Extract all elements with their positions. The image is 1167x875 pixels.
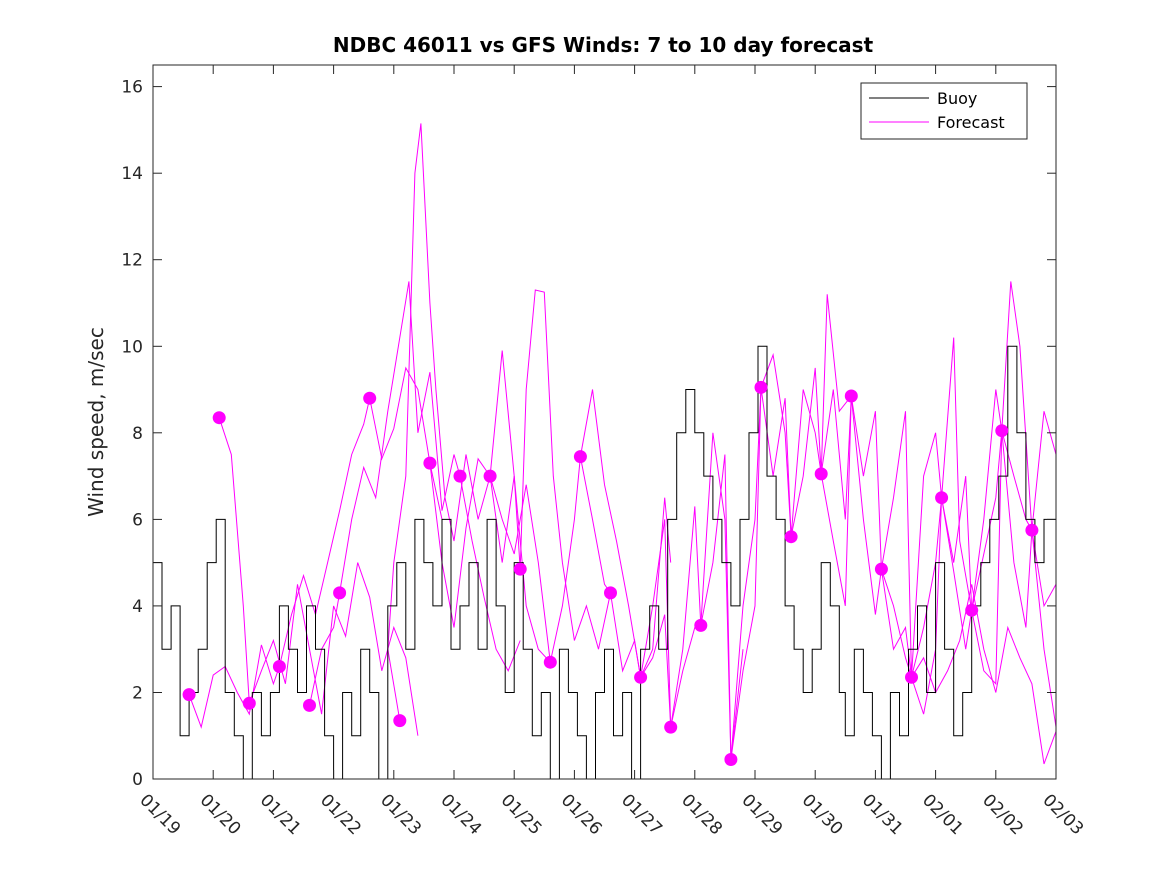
forecast-dot-16 <box>664 720 678 734</box>
forecast-trace-2 <box>309 281 521 706</box>
forecast-dot-8 <box>423 456 437 470</box>
forecast-dot-15 <box>634 670 648 684</box>
forecast-dot-22 <box>844 389 858 403</box>
series-group <box>153 123 1057 780</box>
chart-title: NDBC 46011 vs GFS Winds: 7 to 10 day for… <box>333 33 874 57</box>
forecast-dot-10 <box>483 469 497 483</box>
forecast-dot-25 <box>935 491 949 505</box>
y-tick-label-3: 6 <box>132 510 143 530</box>
y-tick-label-2: 4 <box>132 597 143 617</box>
y-tick-label-0: 0 <box>132 770 143 790</box>
forecast-dot-20 <box>784 530 798 544</box>
forecast-dot-1 <box>212 411 226 425</box>
forecast-dot-4 <box>303 698 316 712</box>
y-tick-label-4: 8 <box>132 424 143 444</box>
legend-buoy-label: Buoy <box>937 89 977 108</box>
forecast-trace-11 <box>941 430 1057 728</box>
y-tick-label-7: 14 <box>121 164 143 184</box>
forecast-dot-28 <box>1025 523 1039 537</box>
forecast-dot-23 <box>874 562 888 576</box>
forecast-dot-11 <box>513 562 527 576</box>
forecast-dot-7 <box>393 714 407 728</box>
forecast-trace-4 <box>429 289 611 650</box>
forecast-trace-0 <box>218 417 419 736</box>
y-axis-label: Wind speed, m/sec <box>84 327 108 517</box>
y-tick-label-6: 12 <box>121 251 143 271</box>
axes-box <box>152 64 1057 780</box>
forecast-dot-6 <box>363 391 377 405</box>
ticks <box>152 65 1057 780</box>
forecast-dot-21 <box>814 467 828 481</box>
forecast-dot-12 <box>543 655 557 669</box>
forecast-dot-19 <box>754 380 768 394</box>
forecast-dot-9 <box>453 469 467 483</box>
forecast-dot-3 <box>272 660 286 673</box>
forecast-dot-0 <box>182 688 196 702</box>
legend: Buoy Forecast <box>860 82 1028 140</box>
legend-forecast-label: Forecast <box>937 113 1005 132</box>
y-tick-label-5: 10 <box>121 337 143 357</box>
y-tick-label-1: 2 <box>132 684 143 704</box>
buoy-series <box>153 345 1056 780</box>
forecast-dot-13 <box>573 450 587 464</box>
forecast-dot-17 <box>694 618 708 632</box>
forecast-dot-14 <box>604 586 617 600</box>
legend-box <box>860 82 1028 140</box>
forecast-trace-7 <box>640 294 852 760</box>
forecast-dot-26 <box>965 603 979 617</box>
forecast-trace-9 <box>820 281 1057 680</box>
forecast-dots <box>182 380 1039 766</box>
y-tick-label-8: 16 <box>121 78 143 98</box>
forecast-dot-5 <box>333 586 347 600</box>
forecast-dot-2 <box>242 696 256 710</box>
forecast-dot-27 <box>995 424 1009 438</box>
forecast-dot-24 <box>905 670 918 684</box>
forecast-dot-18 <box>724 753 738 766</box>
forecast-trace-10 <box>880 430 1057 715</box>
